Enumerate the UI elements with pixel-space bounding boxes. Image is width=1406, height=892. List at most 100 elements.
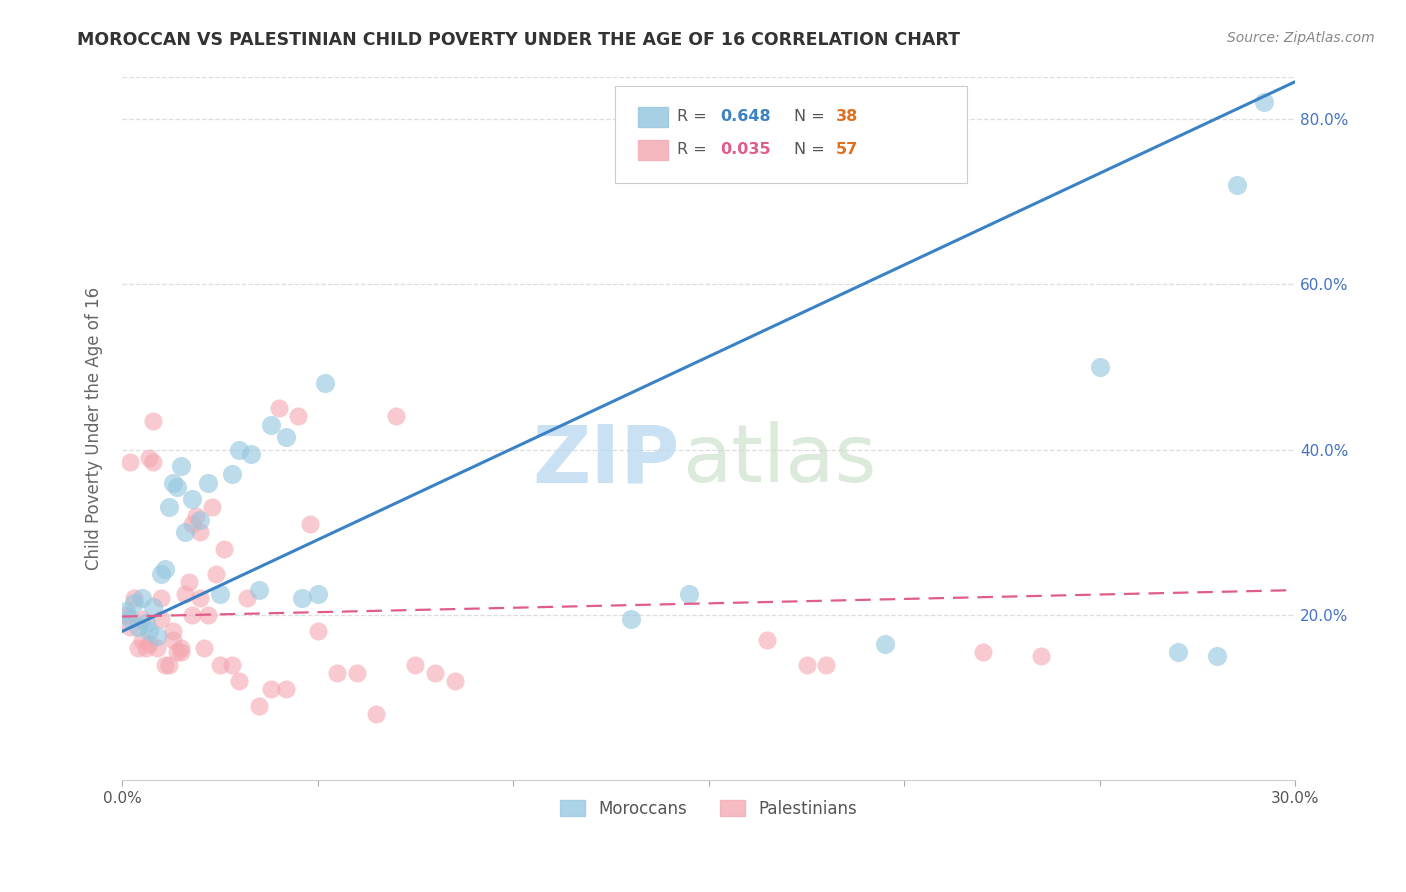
Point xyxy=(131,632,153,647)
Point xyxy=(146,640,169,655)
Point xyxy=(142,599,165,614)
Text: Source: ZipAtlas.com: Source: ZipAtlas.com xyxy=(1227,31,1375,45)
Point xyxy=(236,591,259,606)
Point xyxy=(173,525,195,540)
Point xyxy=(153,657,176,672)
Point xyxy=(197,475,219,490)
Legend: Moroccans, Palestinians: Moroccans, Palestinians xyxy=(554,793,865,825)
Point xyxy=(298,516,321,531)
Point xyxy=(127,640,149,655)
Point xyxy=(134,616,156,631)
Point xyxy=(127,620,149,634)
Point xyxy=(208,657,231,672)
Point xyxy=(153,562,176,576)
Point xyxy=(678,587,700,601)
Text: 38: 38 xyxy=(835,109,858,124)
Point xyxy=(131,612,153,626)
Point xyxy=(131,591,153,606)
Point xyxy=(170,640,193,655)
Point xyxy=(208,587,231,601)
Point xyxy=(932,153,955,168)
Point xyxy=(346,665,368,680)
Point xyxy=(188,525,211,540)
Text: ZIP: ZIP xyxy=(531,422,679,500)
Point xyxy=(221,467,243,482)
Point xyxy=(247,698,270,713)
Point xyxy=(118,612,141,626)
Point xyxy=(122,591,145,606)
Text: MOROCCAN VS PALESTINIAN CHILD POVERTY UNDER THE AGE OF 16 CORRELATION CHART: MOROCCAN VS PALESTINIAN CHILD POVERTY UN… xyxy=(77,31,960,49)
Point xyxy=(173,587,195,601)
Point xyxy=(1088,359,1111,374)
Point xyxy=(134,640,156,655)
Point xyxy=(815,657,838,672)
Point xyxy=(276,682,298,697)
Text: R =: R = xyxy=(678,109,711,124)
Point xyxy=(221,657,243,672)
Point xyxy=(138,450,160,465)
Point xyxy=(1206,649,1229,664)
FancyBboxPatch shape xyxy=(614,86,967,183)
Point xyxy=(166,480,188,494)
Text: 0.035: 0.035 xyxy=(720,142,770,157)
FancyBboxPatch shape xyxy=(638,140,668,160)
Point xyxy=(142,455,165,469)
Point xyxy=(1167,645,1189,659)
Point xyxy=(118,455,141,469)
Point xyxy=(796,657,818,672)
Point xyxy=(307,587,329,601)
Point xyxy=(188,513,211,527)
Text: 0.648: 0.648 xyxy=(720,109,770,124)
Point xyxy=(193,640,215,655)
Point xyxy=(157,500,180,515)
Point xyxy=(385,409,408,424)
Point xyxy=(157,657,180,672)
Point xyxy=(260,417,283,432)
Point xyxy=(142,414,165,428)
Point xyxy=(423,665,446,680)
Point xyxy=(1031,649,1053,664)
Point xyxy=(291,591,314,606)
Point xyxy=(197,607,219,622)
Point xyxy=(150,591,173,606)
Point xyxy=(170,645,193,659)
Point xyxy=(115,607,138,622)
Point xyxy=(201,500,224,515)
Y-axis label: Child Poverty Under the Age of 16: Child Poverty Under the Age of 16 xyxy=(86,287,103,570)
Text: N =: N = xyxy=(794,109,831,124)
Point xyxy=(181,607,204,622)
Point xyxy=(873,637,896,651)
Point xyxy=(267,401,290,416)
Point xyxy=(170,459,193,474)
Point xyxy=(162,475,184,490)
Point xyxy=(162,632,184,647)
Point xyxy=(228,674,250,689)
Point xyxy=(115,604,138,618)
Point xyxy=(228,442,250,457)
Point xyxy=(146,629,169,643)
Point xyxy=(188,591,211,606)
Point xyxy=(177,574,200,589)
Point xyxy=(205,566,228,581)
Point xyxy=(972,645,994,659)
Point xyxy=(150,612,173,626)
Point xyxy=(212,541,235,556)
Point xyxy=(118,620,141,634)
Point xyxy=(181,492,204,507)
Text: 57: 57 xyxy=(835,142,858,157)
Point xyxy=(276,430,298,444)
Point xyxy=(138,637,160,651)
Point xyxy=(404,657,426,672)
Point xyxy=(366,707,388,722)
Point xyxy=(166,645,188,659)
FancyBboxPatch shape xyxy=(638,107,668,127)
Point xyxy=(287,409,309,424)
Point xyxy=(181,516,204,531)
Point xyxy=(138,624,160,639)
Point xyxy=(443,674,465,689)
Point xyxy=(619,612,641,626)
Point xyxy=(1226,178,1249,192)
Point xyxy=(162,624,184,639)
Point xyxy=(186,508,208,523)
Text: atlas: atlas xyxy=(682,422,876,500)
